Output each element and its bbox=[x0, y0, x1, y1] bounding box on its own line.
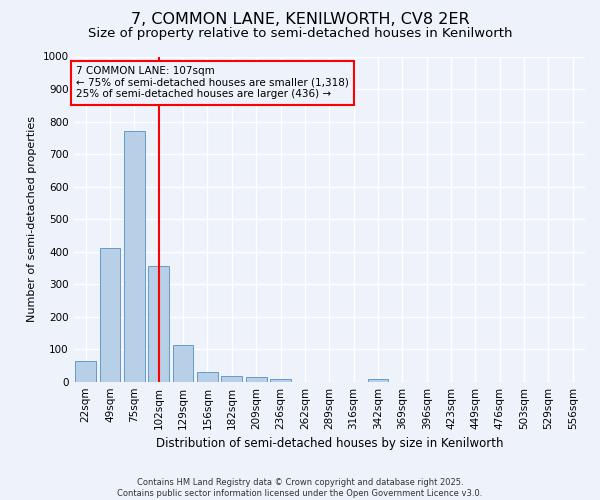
Y-axis label: Number of semi-detached properties: Number of semi-detached properties bbox=[27, 116, 37, 322]
Bar bbox=[368, 379, 388, 382]
Bar bbox=[148, 266, 169, 382]
Text: Contains HM Land Registry data © Crown copyright and database right 2025.
Contai: Contains HM Land Registry data © Crown c… bbox=[118, 478, 482, 498]
Bar bbox=[270, 379, 291, 382]
Bar bbox=[100, 248, 121, 382]
Bar bbox=[221, 376, 242, 382]
Bar bbox=[124, 132, 145, 382]
Bar bbox=[76, 360, 96, 382]
Bar bbox=[173, 345, 193, 382]
Text: 7, COMMON LANE, KENILWORTH, CV8 2ER: 7, COMMON LANE, KENILWORTH, CV8 2ER bbox=[131, 12, 469, 28]
X-axis label: Distribution of semi-detached houses by size in Kenilworth: Distribution of semi-detached houses by … bbox=[155, 437, 503, 450]
Text: 7 COMMON LANE: 107sqm
← 75% of semi-detached houses are smaller (1,318)
25% of s: 7 COMMON LANE: 107sqm ← 75% of semi-deta… bbox=[76, 66, 349, 100]
Text: Size of property relative to semi-detached houses in Kenilworth: Size of property relative to semi-detach… bbox=[88, 28, 512, 40]
Bar bbox=[197, 372, 218, 382]
Bar bbox=[246, 378, 266, 382]
